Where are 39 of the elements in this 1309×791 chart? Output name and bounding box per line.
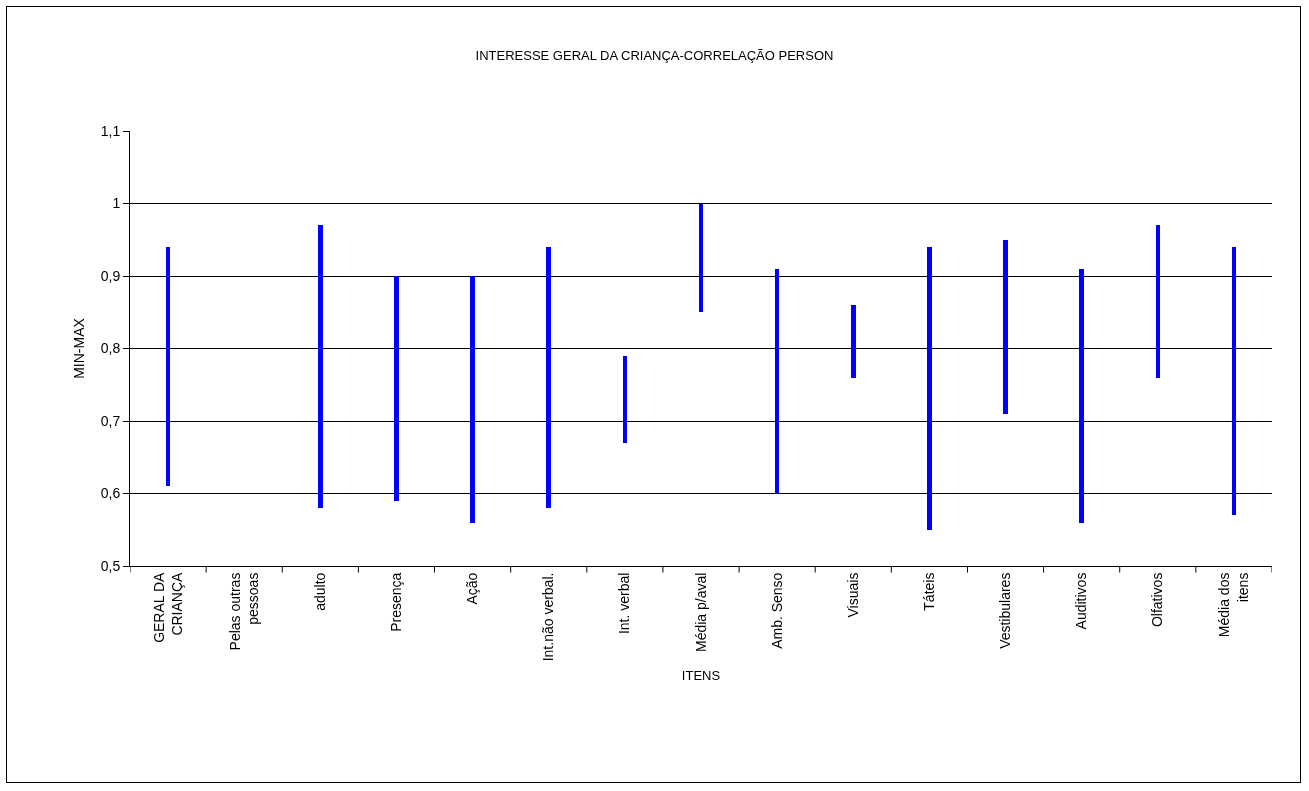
y-tick-label: 0,6 [100,485,121,502]
chart-title: INTERESSE GERAL DA CRIANÇA-CORRELAÇÃO PERSON [475,47,834,63]
bar [546,247,551,508]
bar [1003,240,1008,414]
x-tick-label: Amb. Senso [768,572,785,649]
y-tick-label: 0,7 [100,412,121,429]
x-tick-label: GERAL DA CRIANÇA [150,571,185,643]
x-tick-label: Visuais [844,572,861,618]
bar [318,225,323,508]
bar [927,247,932,530]
bar [470,276,475,523]
y-tick-label: 0,5 [100,557,121,574]
y-tick-label: 0,9 [100,267,121,284]
x-tick-label: Ação [464,572,481,605]
x-tick-label: adulto [311,572,328,611]
bar [851,305,856,378]
bar [394,276,399,501]
y-tick-label: 0,8 [100,340,121,357]
bar [775,269,779,494]
y-axis-title: MIN-MAX [71,317,88,379]
x-tick-label: Pelas outras pessoas [226,572,261,651]
y-tick-label: 1 [112,195,121,212]
y-tick-label: 1,1 [100,122,121,139]
x-axis-title: ITENS [681,667,721,683]
x-tick-label: Presença [388,572,405,632]
x-tick-label: Int. verbal [616,572,633,635]
x-tick-label: Média p/aval [692,572,709,652]
bar [699,204,703,312]
x-tick-label: Auditivos [1073,572,1090,630]
x-tick-label: Táteis [920,572,937,611]
x-tick-label: Olfativos [1149,572,1166,628]
x-tick-label: Vestibulares [997,572,1014,649]
bar [1156,225,1160,378]
bar [1232,247,1236,515]
bar [166,247,170,486]
bar [1079,269,1084,523]
bar [623,356,627,443]
x-tick-label: Média dos itens [1216,572,1251,638]
x-tick-label: Int.não verbal. [540,572,557,662]
